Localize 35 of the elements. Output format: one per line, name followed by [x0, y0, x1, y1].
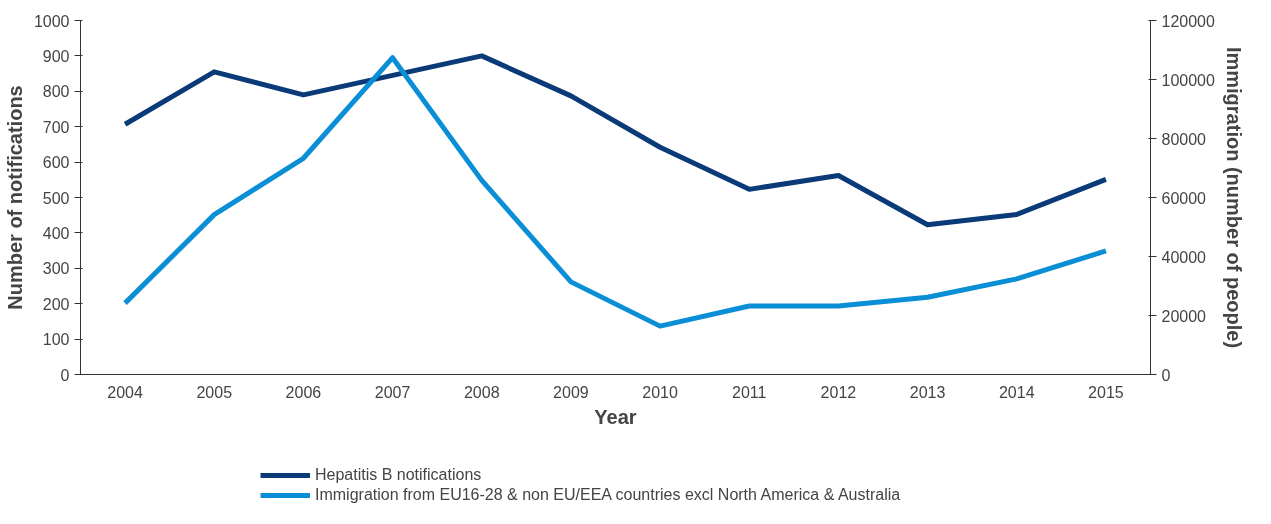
y2-tick-label: 0	[1161, 366, 1171, 384]
y-tick-label: 200	[42, 295, 70, 313]
y2-tick-label: 120000	[1161, 12, 1215, 30]
y-tick-label: 500	[42, 189, 70, 207]
x-tick-label: 2005	[196, 383, 233, 401]
x-axis-title: Year	[594, 405, 637, 428]
y2-tick-label: 60000	[1161, 189, 1207, 207]
y2-tick-label: 100000	[1161, 71, 1215, 89]
y-tick-label: 800	[42, 83, 70, 101]
x-tick-label: 2011	[732, 383, 767, 401]
y-tick-label: 0	[60, 366, 70, 384]
y-tick-label: 700	[42, 118, 70, 136]
x-tick-label: 2008	[463, 383, 500, 401]
x-tick-label: 2015	[1088, 383, 1124, 401]
y2-tick-label: 40000	[1161, 248, 1207, 266]
y-tick-label: 600	[42, 154, 70, 172]
x-tick-label: 2014	[998, 383, 1035, 401]
y-tick-label: 300	[42, 260, 70, 278]
y-tick-label: 100	[42, 331, 70, 349]
y-tick-label: 1000	[33, 12, 70, 30]
x-tick-label: 2007	[374, 383, 411, 401]
x-tick-label: 2009	[553, 383, 589, 401]
x-tick-label: 2010	[642, 383, 678, 401]
x-tick-label: 2006	[285, 383, 322, 401]
x-tick-label: 2013	[909, 383, 946, 401]
y2-tick-label: 20000	[1161, 307, 1207, 325]
legend-label: Immigration from EU16-28 & non EU/EEA countries excl North America & Australia	[315, 486, 901, 504]
y-axis-title: Number of notifications	[3, 85, 26, 310]
y2-axis-title: Immigration (number of people)	[1222, 46, 1245, 349]
x-tick-label: 2012	[820, 383, 857, 401]
y-tick-label: 900	[42, 47, 70, 65]
x-tick-label: 2004	[107, 383, 143, 401]
legend-label: Hepatitis B notifications	[315, 466, 482, 484]
y-tick-label: 400	[42, 224, 70, 242]
y2-tick-label: 80000	[1161, 130, 1207, 148]
